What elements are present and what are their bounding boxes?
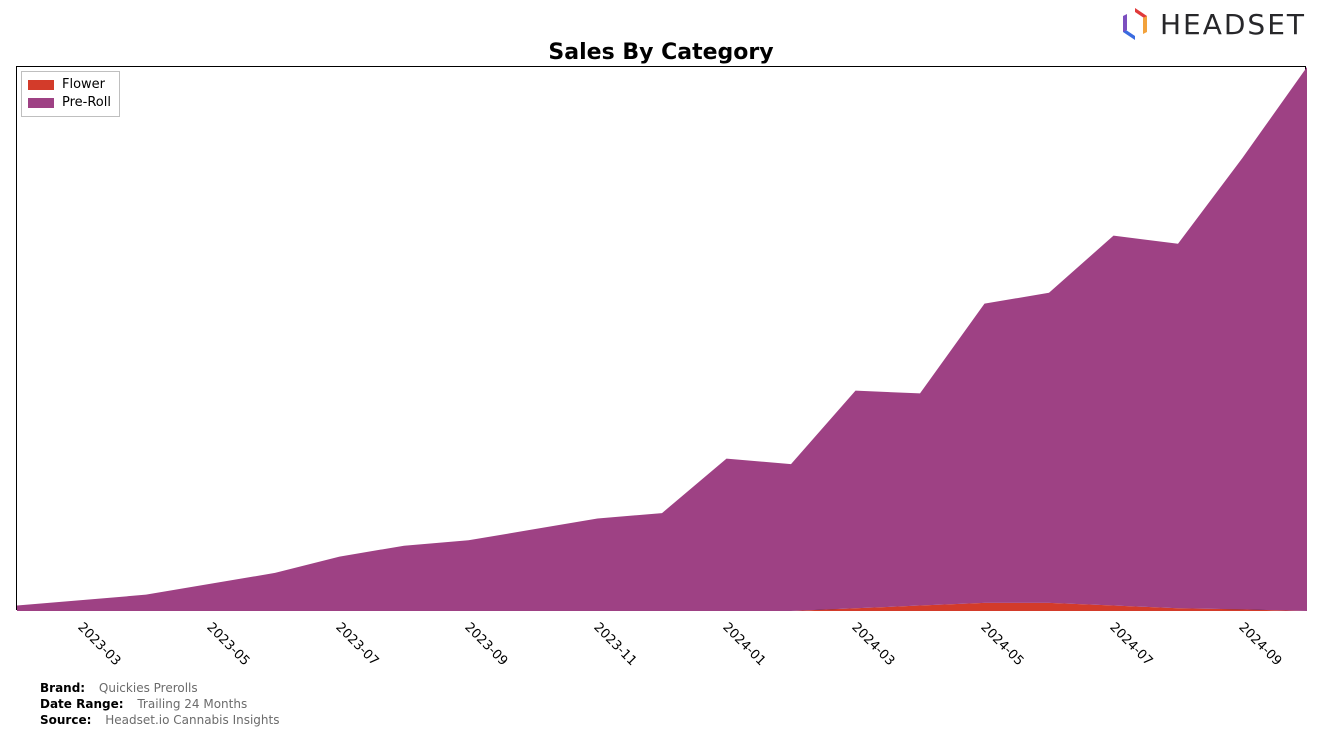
legend-item-pre-roll: Pre-Roll bbox=[28, 94, 111, 112]
legend-label: Flower bbox=[62, 76, 105, 94]
x-tick-label: 2023-07 bbox=[332, 620, 381, 669]
chart-plot-area: FlowerPre-Roll bbox=[16, 66, 1306, 610]
meta-daterange-value: Trailing 24 Months bbox=[137, 697, 247, 711]
x-tick-label: 2024-05 bbox=[977, 620, 1026, 669]
legend-swatch bbox=[28, 98, 54, 108]
x-tick-label: 2024-07 bbox=[1106, 620, 1155, 669]
meta-brand-label: Brand: bbox=[40, 681, 85, 695]
meta-source-label: Source: bbox=[40, 713, 91, 727]
x-tick-label: 2023-11 bbox=[590, 620, 639, 669]
meta-brand-value: Quickies Prerolls bbox=[99, 681, 198, 695]
legend-item-flower: Flower bbox=[28, 76, 111, 94]
chart-title: Sales By Category bbox=[0, 40, 1322, 65]
chart-svg bbox=[17, 67, 1307, 611]
brand-logo: HEADSET bbox=[1116, 5, 1306, 43]
x-tick-label: 2024-09 bbox=[1235, 620, 1284, 669]
meta-source-row: Source: Headset.io Cannabis Insights bbox=[40, 712, 279, 728]
legend-label: Pre-Roll bbox=[62, 94, 111, 112]
headset-logo-icon bbox=[1116, 5, 1154, 43]
x-tick-label: 2023-09 bbox=[461, 620, 510, 669]
x-tick-label: 2023-05 bbox=[203, 620, 252, 669]
meta-daterange-row: Date Range: Trailing 24 Months bbox=[40, 696, 279, 712]
x-tick-label: 2024-01 bbox=[719, 620, 768, 669]
meta-brand-row: Brand: Quickies Prerolls bbox=[40, 680, 279, 696]
page-root: HEADSET Sales By Category FlowerPre-Roll… bbox=[0, 0, 1322, 738]
chart-legend: FlowerPre-Roll bbox=[21, 71, 120, 117]
x-tick-label: 2024-03 bbox=[848, 620, 897, 669]
x-tick-label: 2023-03 bbox=[74, 620, 123, 669]
meta-daterange-label: Date Range: bbox=[40, 697, 124, 711]
chart-meta: Brand: Quickies Prerolls Date Range: Tra… bbox=[40, 680, 279, 728]
meta-source-value: Headset.io Cannabis Insights bbox=[105, 713, 279, 727]
brand-logo-text: HEADSET bbox=[1160, 8, 1306, 41]
legend-swatch bbox=[28, 80, 54, 90]
area-series-pre-roll bbox=[17, 67, 1307, 611]
